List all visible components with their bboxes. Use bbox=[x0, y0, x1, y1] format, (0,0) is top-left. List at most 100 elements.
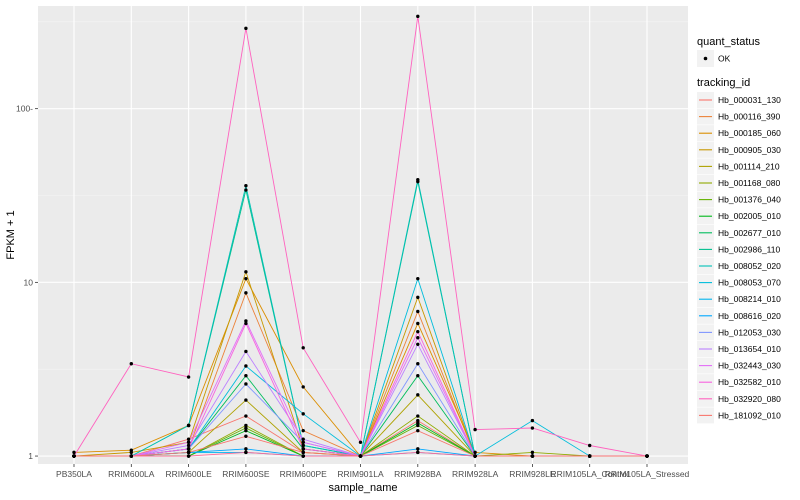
data-point bbox=[244, 374, 248, 378]
data-point bbox=[416, 14, 420, 19]
data-point bbox=[530, 450, 535, 455]
legend-label-tracking-id: Hb_001376_040 bbox=[718, 195, 781, 205]
data-points bbox=[72, 14, 649, 458]
data-point bbox=[473, 454, 477, 458]
data-point bbox=[301, 412, 305, 416]
legend-label-tracking-id: Hb_181092_010 bbox=[718, 410, 781, 420]
data-point bbox=[301, 428, 305, 433]
data-point bbox=[530, 418, 535, 423]
data-point bbox=[244, 428, 248, 433]
x-axis-ticks: PB350LA RRIM600LA RRIM600LE RRIM600SE RRIM60… bbox=[56, 464, 690, 479]
data-point bbox=[473, 427, 477, 432]
data-point bbox=[244, 450, 248, 455]
legend-label-tracking-id: Hb_000185_060 bbox=[718, 128, 781, 138]
data-point bbox=[186, 423, 191, 428]
legend-label-tracking-id: Hb_008214_010 bbox=[718, 294, 781, 304]
data-point bbox=[301, 346, 305, 350]
x-tick-label: RRIM928LA bbox=[452, 469, 499, 479]
y-tick-label: 10 bbox=[24, 277, 34, 287]
data-point bbox=[186, 440, 191, 444]
plot-panel bbox=[38, 6, 688, 464]
data-point bbox=[244, 26, 248, 31]
data-point bbox=[416, 321, 420, 326]
x-tick-label: RRIM105LA_Control bbox=[550, 469, 629, 479]
legend-label-tracking-id: Hb_001168_080 bbox=[718, 178, 781, 188]
legend-label-tracking-id: Hb_008616_020 bbox=[718, 311, 781, 321]
data-point bbox=[301, 450, 305, 455]
data-point bbox=[530, 426, 535, 430]
data-point bbox=[416, 309, 420, 314]
data-point bbox=[244, 414, 248, 418]
y-tick-label: 1 bbox=[28, 451, 33, 461]
data-point bbox=[186, 443, 191, 448]
data-point bbox=[358, 440, 363, 444]
data-point bbox=[244, 319, 248, 323]
data-point bbox=[72, 454, 76, 458]
data-point bbox=[416, 418, 420, 423]
legend-label-tracking-id: Hb_032582_010 bbox=[718, 377, 781, 387]
legend-title-quant-status: quant_status bbox=[697, 36, 760, 48]
legend-label-tracking-id: Hb_032920_080 bbox=[718, 394, 781, 404]
data-point bbox=[645, 454, 649, 458]
legend-label-tracking-id: Hb_000116_390 bbox=[718, 112, 781, 122]
data-point bbox=[129, 362, 133, 366]
data-point bbox=[416, 393, 420, 397]
legend-label-ok: OK bbox=[718, 54, 731, 64]
data-point bbox=[301, 385, 305, 389]
data-point bbox=[416, 374, 420, 378]
x-tick-label: PB350LA bbox=[56, 469, 92, 479]
data-point bbox=[416, 342, 420, 346]
legend-label-tracking-id: Hb_013654_010 bbox=[718, 344, 781, 354]
y-axis-ticks: 1 10 100- bbox=[16, 104, 38, 461]
x-tick-label: RRIM928BA bbox=[394, 469, 442, 479]
data-point bbox=[244, 276, 248, 281]
data-point bbox=[416, 421, 420, 425]
legend: quant_status OK tracking_id Hb_000031_13… bbox=[697, 36, 781, 424]
data-point bbox=[186, 437, 191, 441]
data-point bbox=[301, 447, 305, 451]
data-point bbox=[416, 336, 420, 340]
data-point bbox=[301, 443, 305, 448]
data-point bbox=[244, 423, 248, 428]
legend-label-tracking-id: Hb_032443_030 bbox=[718, 361, 781, 371]
data-point bbox=[244, 382, 248, 386]
data-point bbox=[301, 440, 305, 444]
data-point bbox=[129, 450, 133, 455]
data-point bbox=[588, 454, 592, 458]
legend-tracking-items: Hb_000031_130 Hb_000116_390 Hb_000185_060 H… bbox=[697, 92, 781, 424]
x-tick-label: RRIM600PE bbox=[280, 469, 328, 479]
data-point bbox=[244, 434, 248, 438]
data-point bbox=[416, 447, 420, 451]
x-tick-label: RRIM105LA_Stressed bbox=[605, 469, 690, 479]
data-point bbox=[416, 423, 420, 428]
data-point bbox=[244, 270, 248, 274]
data-point bbox=[416, 177, 420, 182]
gridlines bbox=[38, 6, 688, 464]
data-point bbox=[244, 291, 248, 295]
legend-label-tracking-id: Hb_008053_070 bbox=[718, 278, 781, 288]
legend-label-tracking-id: Hb_002677_010 bbox=[718, 228, 781, 238]
data-point bbox=[416, 329, 420, 334]
data-point bbox=[186, 450, 191, 455]
x-tick-label: RRIM600LE bbox=[165, 469, 212, 479]
data-point bbox=[301, 454, 305, 458]
data-point bbox=[244, 364, 248, 368]
data-point bbox=[416, 428, 420, 433]
data-point bbox=[186, 375, 191, 379]
data-point bbox=[416, 450, 420, 455]
y-axis-title: FPKM + 1 bbox=[5, 210, 17, 259]
x-tick-label: RRIM901LA bbox=[337, 469, 384, 479]
legend-label-tracking-id: Hb_008052_020 bbox=[718, 261, 781, 271]
data-point bbox=[186, 447, 191, 451]
data-point bbox=[186, 454, 191, 458]
data-point bbox=[244, 447, 248, 451]
data-point bbox=[473, 450, 477, 455]
data-point bbox=[72, 450, 76, 455]
legend-label-tracking-id: Hb_001114_210 bbox=[718, 161, 780, 171]
x-tick-label: RRIM600SE bbox=[222, 469, 270, 479]
legend-label-tracking-id: Hb_002005_010 bbox=[718, 211, 781, 221]
data-point bbox=[244, 188, 248, 192]
data-point bbox=[416, 295, 420, 300]
data-point bbox=[358, 454, 363, 458]
